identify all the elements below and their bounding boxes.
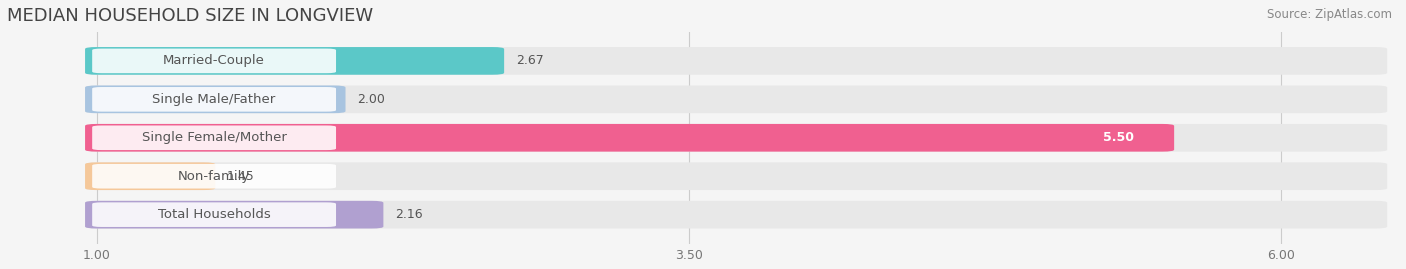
FancyBboxPatch shape bbox=[86, 124, 1388, 152]
FancyBboxPatch shape bbox=[86, 201, 384, 228]
Text: 2.00: 2.00 bbox=[357, 93, 385, 106]
Text: 2.67: 2.67 bbox=[516, 54, 544, 68]
Text: Source: ZipAtlas.com: Source: ZipAtlas.com bbox=[1267, 8, 1392, 21]
FancyBboxPatch shape bbox=[86, 47, 505, 75]
Text: MEDIAN HOUSEHOLD SIZE IN LONGVIEW: MEDIAN HOUSEHOLD SIZE IN LONGVIEW bbox=[7, 7, 373, 25]
Text: 1.45: 1.45 bbox=[228, 170, 254, 183]
Text: Single Female/Mother: Single Female/Mother bbox=[142, 131, 287, 144]
FancyBboxPatch shape bbox=[86, 201, 1388, 228]
Text: Married-Couple: Married-Couple bbox=[163, 54, 266, 68]
FancyBboxPatch shape bbox=[86, 86, 1388, 113]
FancyBboxPatch shape bbox=[93, 125, 336, 150]
FancyBboxPatch shape bbox=[86, 47, 1388, 75]
FancyBboxPatch shape bbox=[86, 162, 215, 190]
FancyBboxPatch shape bbox=[93, 202, 336, 227]
FancyBboxPatch shape bbox=[86, 162, 1388, 190]
FancyBboxPatch shape bbox=[86, 124, 1174, 152]
FancyBboxPatch shape bbox=[93, 164, 336, 189]
Text: 5.50: 5.50 bbox=[1102, 131, 1133, 144]
FancyBboxPatch shape bbox=[86, 86, 346, 113]
Text: 2.16: 2.16 bbox=[395, 208, 423, 221]
Text: Single Male/Father: Single Male/Father bbox=[152, 93, 276, 106]
FancyBboxPatch shape bbox=[93, 49, 336, 73]
Text: Total Households: Total Households bbox=[157, 208, 270, 221]
FancyBboxPatch shape bbox=[93, 87, 336, 112]
Text: Non-family: Non-family bbox=[179, 170, 250, 183]
